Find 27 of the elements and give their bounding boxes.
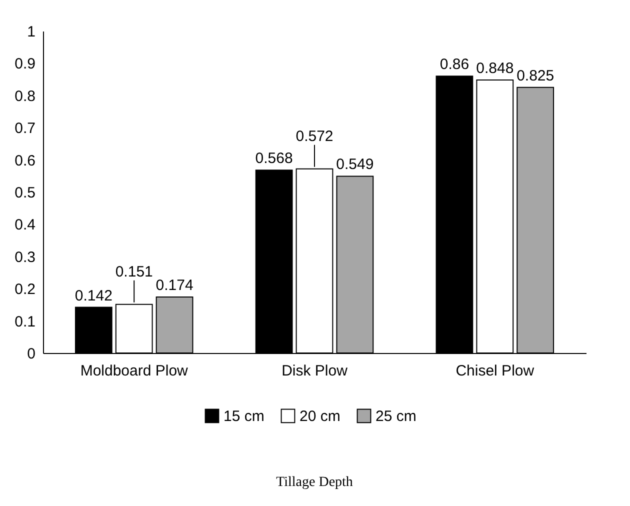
y-tick-label: 0 bbox=[27, 346, 36, 362]
y-tick-label: 0.1 bbox=[14, 313, 36, 330]
x-tick-label: Chisel Plow bbox=[456, 362, 534, 380]
y-tick-label: 0.2 bbox=[14, 281, 36, 298]
x-tick-label: Moldboard Plow bbox=[80, 362, 188, 380]
x-tick-label: Disk Plow bbox=[282, 362, 348, 380]
y-tick-label: 0.6 bbox=[14, 152, 36, 170]
data-label: 0.825 bbox=[516, 67, 554, 84]
data-label: 0.174 bbox=[156, 276, 194, 294]
data-label: 0.572 bbox=[296, 128, 334, 145]
y-tick-label: 0.4 bbox=[14, 216, 36, 234]
y-tick-label: 0.5 bbox=[14, 184, 36, 202]
text: Tillage Depth bbox=[276, 475, 353, 490]
legend-label: 25 cm bbox=[376, 408, 416, 425]
legend-label: 20 cm bbox=[300, 408, 340, 425]
y-tick-label: 0.9 bbox=[14, 56, 36, 73]
data-label: 0.86 bbox=[440, 56, 470, 74]
data-label: 0.151 bbox=[115, 263, 153, 280]
data-label: 0.848 bbox=[476, 60, 514, 77]
data-label: 0.568 bbox=[255, 150, 293, 168]
y-tick-label: 0.7 bbox=[14, 120, 36, 138]
y-tick-label: 1 bbox=[27, 24, 36, 40]
y-tick-label: 0.3 bbox=[14, 248, 36, 266]
data-label: 0.549 bbox=[336, 156, 374, 174]
y-tick-label: 0.8 bbox=[14, 88, 36, 105]
legend-label: 15 cm bbox=[224, 408, 264, 425]
data-label: 0.142 bbox=[74, 287, 112, 304]
